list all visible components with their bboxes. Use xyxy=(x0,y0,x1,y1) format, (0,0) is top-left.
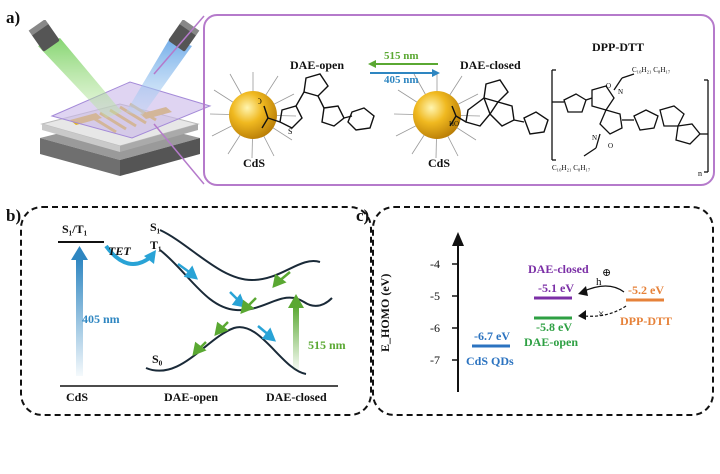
s1-label: S₁ xyxy=(150,220,161,234)
panel-b-label: b) xyxy=(6,206,22,225)
dae-closed-name: DAE-closed xyxy=(528,262,589,276)
cds-sphere-right xyxy=(393,72,481,159)
dae-open-label: DAE-open xyxy=(290,58,345,72)
dpp-dtt-name: DPP-DTT xyxy=(620,314,672,328)
energy-diagram xyxy=(58,229,338,387)
cds-sphere-left xyxy=(209,72,297,159)
cds-name: CdS QDs xyxy=(466,354,514,368)
zoom-connector xyxy=(153,15,205,185)
homo-chart xyxy=(452,232,664,392)
axis-cds-label: CdS xyxy=(66,390,89,404)
o-atom-label: O xyxy=(258,97,262,106)
n-bottom-label: N xyxy=(592,134,597,142)
cds-value: -6.7 eV xyxy=(474,329,510,343)
hole-plus-symbol: ⊕ xyxy=(602,267,612,279)
tet-label: TET xyxy=(108,244,131,258)
dpp-dtt-value: -5.2 eV xyxy=(628,283,664,297)
n-top-label: N xyxy=(618,88,623,96)
s0-label: S₀ xyxy=(152,352,163,366)
tick-6: -6 xyxy=(430,321,440,335)
axis-dae-closed-label: DAE-closed xyxy=(266,390,327,404)
dae-closed-label: DAE-closed xyxy=(460,58,521,72)
dae-closed-value: -5.1 eV xyxy=(538,281,574,295)
o-bottom-label: O xyxy=(608,142,613,150)
dae-open-value: -5.8 eV xyxy=(536,320,572,334)
nm405-label: 405 nm xyxy=(82,312,120,326)
dae-open-name: DAE-open xyxy=(524,335,579,349)
repeat-n-label: n xyxy=(698,169,702,178)
t1-label: T₁ xyxy=(150,238,162,252)
tick-5: -5 xyxy=(430,289,440,303)
device-illustration xyxy=(28,20,212,176)
cds-right-label: CdS xyxy=(428,156,451,170)
s-atom-label: S xyxy=(288,127,292,136)
y-axis-label: E_HOMO (eV) xyxy=(378,273,392,352)
dae-closed-molecule xyxy=(450,79,549,135)
tick-7: -7 xyxy=(430,353,440,367)
ho-label: HO xyxy=(449,120,460,128)
s1t1-cds-label: S₁/T₁ xyxy=(62,222,88,236)
axis-dae-open-label: DAE-open xyxy=(164,390,219,404)
arrow-515-label: 515 nm xyxy=(384,50,419,62)
panel-c-label: c) xyxy=(356,206,370,225)
chain-top-label: C₁₀H₂₁ C₈H₁₇ xyxy=(632,66,671,74)
dae-open-molecule: S O xyxy=(258,73,375,136)
o-top-label: O xyxy=(606,82,611,90)
hole-h-label: h xyxy=(596,276,602,288)
dpp-dtt-label: DPP-DTT xyxy=(592,40,644,54)
molecules-frame xyxy=(203,14,715,186)
panel-b-frame xyxy=(20,206,372,416)
chain-bottom-label: C₁₀H₂₁ C₈H₁₇ xyxy=(552,164,591,172)
dpp-dtt-structure: C₁₀H₂₁ C₈H₁₇ C₁₀H₂₁ C₈H₁₇ N N O O n xyxy=(551,66,709,178)
switch-arrows xyxy=(368,60,440,77)
tick-4: -4 xyxy=(430,257,440,271)
arrow-405-label: 405 nm xyxy=(384,74,419,86)
panel-a-label: a) xyxy=(6,8,21,27)
nm515-label: 515 nm xyxy=(308,338,346,352)
blocked-cross-symbol: × xyxy=(598,308,605,320)
cds-left-label: CdS xyxy=(243,156,266,170)
panel-c-frame xyxy=(372,206,714,416)
